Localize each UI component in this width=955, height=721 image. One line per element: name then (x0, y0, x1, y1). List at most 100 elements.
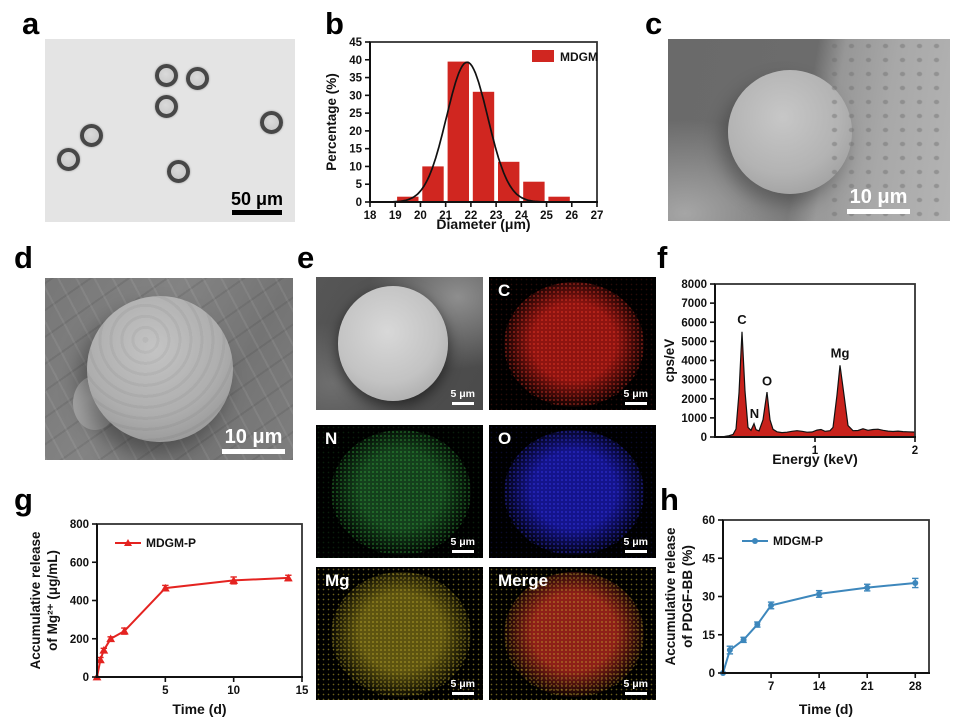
svg-text:24: 24 (515, 210, 528, 222)
element-signal-blob (331, 430, 472, 556)
svg-text:MDGM-P: MDGM-P (146, 536, 196, 550)
svg-text:45: 45 (702, 553, 715, 565)
panel-g-letter: g (14, 482, 33, 517)
scale-bar-label: 5 μm (623, 388, 648, 400)
svg-text:25: 25 (540, 210, 553, 222)
scale-bar-label: 10 μm (224, 426, 283, 448)
scale-bar-label: 10 μm (849, 186, 908, 208)
svg-text:6000: 6000 (681, 317, 707, 329)
panel-h-letter: h (660, 482, 679, 517)
svg-text:0: 0 (356, 197, 362, 209)
svg-text:Diameter (μm): Diameter (μm) (436, 216, 530, 232)
svg-text:MDGM-P: MDGM-P (773, 534, 823, 548)
diameter-histogram: 18 19 20 21 22 23 24 25 26 27 0 5 10 15 20 25 30 35 40 45 Di… (324, 37, 604, 232)
svg-text:60: 60 (702, 515, 715, 527)
svg-text:35: 35 (349, 73, 362, 85)
svg-text:18: 18 (364, 210, 377, 222)
svg-text:45: 45 (349, 37, 362, 49)
scale-bar: 5 μm (623, 537, 648, 553)
scale-bar: 5 μm (450, 389, 475, 405)
svg-text:25: 25 (349, 108, 362, 120)
svg-text:400: 400 (70, 596, 89, 608)
svg-text:19: 19 (389, 210, 402, 222)
svg-text:15: 15 (296, 685, 309, 697)
eds-map-nitrogen: N 5 μm (316, 425, 483, 558)
scale-bar-label: 5 μm (623, 536, 648, 548)
svg-text:5: 5 (356, 179, 363, 191)
microsphere (57, 148, 80, 171)
svg-text:7: 7 (768, 681, 774, 693)
svg-text:N: N (750, 406, 759, 421)
svg-text:0: 0 (701, 432, 707, 444)
microsphere (155, 64, 178, 87)
svg-text:Accumulative release: Accumulative release (28, 531, 43, 670)
eds-sem-image: 5 μm (316, 277, 483, 410)
svg-text:Energy (keV): Energy (keV) (772, 451, 858, 467)
svg-text:30: 30 (349, 90, 362, 102)
microsphere (167, 160, 190, 183)
microsphere (728, 70, 852, 194)
svg-text:21: 21 (861, 681, 874, 693)
eds-map-oxygen: O 5 μm (489, 425, 656, 558)
scale-bar: 5 μm (623, 679, 648, 695)
microsphere (186, 67, 209, 90)
svg-text:10: 10 (349, 161, 362, 173)
microsphere (155, 95, 178, 118)
scale-bar: 5 μm (450, 679, 475, 695)
svg-text:MDGM: MDGM (560, 50, 598, 64)
svg-text:Accumulative release: Accumulative release (663, 527, 678, 666)
eds-spectrum-chart: C N O Mg 1 2 0 1000 2000 3000 4000 5000 6000 7000 8000… (662, 279, 918, 467)
panel-a-letter: a (22, 6, 40, 41)
svg-text:Mg: Mg (831, 346, 850, 361)
panel-b-letter: b (325, 6, 344, 41)
svg-text:10: 10 (227, 685, 240, 697)
eds-map-carbon: C 5 μm (489, 277, 656, 410)
svg-text:of PDGF-BB (%): of PDGF-BB (%) (680, 545, 695, 648)
svg-text:23: 23 (490, 210, 503, 222)
scale-bar-label: 5 μm (623, 678, 648, 690)
svg-text:2000: 2000 (681, 394, 707, 406)
svg-text:14: 14 (813, 681, 826, 693)
element-label: Mg (325, 571, 350, 590)
svg-text:8000: 8000 (681, 279, 707, 291)
scale-bar-label: 5 μm (450, 536, 475, 548)
scale-bar: 5 μm (450, 537, 475, 553)
panel-c-sem: 10 μm (668, 39, 950, 221)
scale-bar-label: 50 μm (230, 189, 283, 209)
svg-text:Time (d): Time (d) (172, 701, 226, 717)
svg-text:20: 20 (414, 210, 427, 222)
element-signal-blob (504, 282, 645, 408)
svg-text:4000: 4000 (681, 356, 707, 368)
microsphere (337, 286, 448, 401)
panel-f-letter: f (657, 240, 668, 275)
svg-text:40: 40 (349, 55, 362, 67)
scale-bar: 10 μm (222, 427, 285, 454)
element-signal-blob (331, 572, 472, 698)
element-label: O (498, 429, 512, 448)
panel-d-letter: d (14, 240, 33, 275)
element-signal-blob (504, 572, 645, 698)
microsphere (80, 124, 103, 147)
svg-text:20: 20 (349, 126, 362, 138)
microsphere (87, 296, 233, 442)
eds-map-magnesium: Mg 5 μm (316, 567, 483, 700)
pdgf-release-chart: 7 14 21 28 0 15 30 45 60 Time (d) Accumulative rel… (663, 515, 930, 717)
element-label: C (498, 281, 511, 300)
svg-text:3000: 3000 (681, 375, 707, 387)
svg-text:1: 1 (812, 445, 819, 457)
svg-text:30: 30 (702, 592, 715, 604)
panel-d-sem: 10 μm (45, 278, 293, 460)
svg-text:27: 27 (591, 210, 604, 222)
svg-text:5: 5 (162, 685, 169, 697)
element-label: Merge (498, 571, 549, 590)
svg-text:of Mg²⁺ (μg/mL): of Mg²⁺ (μg/mL) (45, 550, 60, 651)
svg-text:600: 600 (70, 557, 89, 569)
mg-release-chart: 5 10 15 0 200 400 600 800 Time (d) Accumulative r… (28, 519, 309, 717)
eds-map-merge: Merge 5 μm (489, 567, 656, 700)
scale-bar: 50 μm (231, 190, 283, 215)
svg-text:26: 26 (565, 210, 578, 222)
svg-text:200: 200 (70, 634, 89, 646)
panel-e-letter: e (297, 240, 315, 275)
svg-text:15: 15 (349, 144, 362, 156)
